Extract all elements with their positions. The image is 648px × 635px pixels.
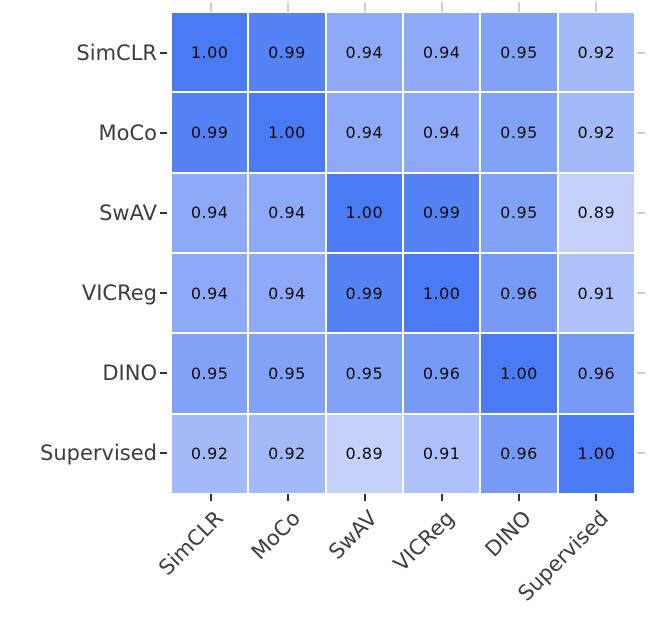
right-tick-mark xyxy=(637,292,645,294)
heatmap-cell-VICReg-Supervised: 0.91 xyxy=(558,254,634,333)
heatmap-cell-SimCLR-VICReg: 0.94 xyxy=(404,13,480,92)
bottom-tick-mark xyxy=(363,494,366,501)
right-tick-mark xyxy=(637,52,645,54)
heatmap-cell-Supervised-DINO: 0.96 xyxy=(481,414,557,493)
heatmap-cell-DINO-VICReg: 0.96 xyxy=(404,334,480,413)
heatmap-cell-DINO-SimCLR: 0.95 xyxy=(172,334,248,413)
heatmap-grid: 1.00 0.99 0.94 0.94 0.95 0.92 0.99 1.00 0.94 0.94… xyxy=(172,13,634,493)
bottom-tick-mark xyxy=(440,494,443,501)
heatmap-cell-VICReg-VICReg: 1.00 xyxy=(404,254,480,333)
bottom-tick-mark xyxy=(286,494,289,501)
y-tick-label-SimCLR: SimCLR xyxy=(76,41,157,65)
top-tick-mark xyxy=(363,2,366,12)
heatmap-cell-Supervised-SimCLR: 0.92 xyxy=(172,414,248,493)
heatmap-cell-SwAV-SwAV: 1.00 xyxy=(326,173,402,252)
heatmap-cell-Supervised-SwAV: 0.89 xyxy=(326,414,402,493)
heatmap-cell-DINO-MoCo: 0.95 xyxy=(249,334,325,413)
y-tick-label-Supervised: Supervised xyxy=(40,441,157,465)
heatmap-cell-MoCo-VICReg: 0.94 xyxy=(404,93,480,172)
heatmap-cell-SimCLR-Supervised: 0.92 xyxy=(558,13,634,92)
left-tick-mark xyxy=(160,212,167,214)
left-tick-mark xyxy=(160,132,167,134)
heatmap-cell-SwAV-SimCLR: 0.94 xyxy=(172,173,248,252)
left-tick-mark xyxy=(160,292,167,294)
heatmap-cell-SimCLR-DINO: 0.95 xyxy=(481,13,557,92)
heatmap-cell-MoCo-MoCo: 1.00 xyxy=(249,93,325,172)
top-tick-mark xyxy=(209,2,212,12)
top-tick-mark xyxy=(594,2,597,12)
heatmap-cell-SimCLR-MoCo: 0.99 xyxy=(249,13,325,92)
heatmap-cell-SimCLR-SwAV: 0.94 xyxy=(326,13,402,92)
y-tick-label-DINO: DINO xyxy=(102,361,157,385)
heatmap-cell-DINO-SwAV: 0.95 xyxy=(326,334,402,413)
y-tick-label-SwAV: SwAV xyxy=(99,201,157,225)
heatmap-cell-MoCo-DINO: 0.95 xyxy=(481,93,557,172)
bottom-tick-mark xyxy=(517,494,520,501)
heatmap-cell-Supervised-MoCo: 0.92 xyxy=(249,414,325,493)
right-tick-mark xyxy=(637,452,645,454)
top-tick-mark xyxy=(440,2,443,12)
heatmap-cell-DINO-DINO: 1.00 xyxy=(481,334,557,413)
heatmap-cell-Supervised-Supervised: 1.00 xyxy=(558,414,634,493)
right-tick-mark xyxy=(637,372,645,374)
heatmap-cell-VICReg-DINO: 0.96 xyxy=(481,254,557,333)
heatmap-cell-VICReg-SwAV: 0.99 xyxy=(326,254,402,333)
right-tick-mark xyxy=(637,212,645,214)
bottom-tick-mark xyxy=(594,494,597,501)
heatmap-cell-MoCo-Supervised: 0.92 xyxy=(558,93,634,172)
heatmap-cell-SimCLR-SimCLR: 1.00 xyxy=(172,13,248,92)
top-tick-mark xyxy=(286,2,289,12)
top-tick-mark xyxy=(517,2,520,12)
heatmap-cell-Supervised-VICReg: 0.91 xyxy=(404,414,480,493)
heatmap-cell-MoCo-SimCLR: 0.99 xyxy=(172,93,248,172)
heatmap-cell-MoCo-SwAV: 0.94 xyxy=(326,93,402,172)
heatmap-cell-SwAV-Supervised: 0.89 xyxy=(558,173,634,252)
heatmap-cell-VICReg-SimCLR: 0.94 xyxy=(172,254,248,333)
heatmap-cell-SwAV-MoCo: 0.94 xyxy=(249,173,325,252)
bottom-tick-mark xyxy=(209,494,212,501)
left-tick-mark xyxy=(160,52,167,54)
y-tick-label-MoCo: MoCo xyxy=(98,121,157,145)
y-tick-label-VICReg: VICReg xyxy=(81,281,157,305)
left-tick-mark xyxy=(160,452,167,454)
left-tick-mark xyxy=(160,372,167,374)
heatmap-cell-SwAV-DINO: 0.95 xyxy=(481,173,557,252)
heatmap-cell-VICReg-MoCo: 0.94 xyxy=(249,254,325,333)
heatmap-cell-DINO-Supervised: 0.96 xyxy=(558,334,634,413)
heatmap-cell-SwAV-VICReg: 0.99 xyxy=(404,173,480,252)
right-tick-mark xyxy=(637,132,645,134)
